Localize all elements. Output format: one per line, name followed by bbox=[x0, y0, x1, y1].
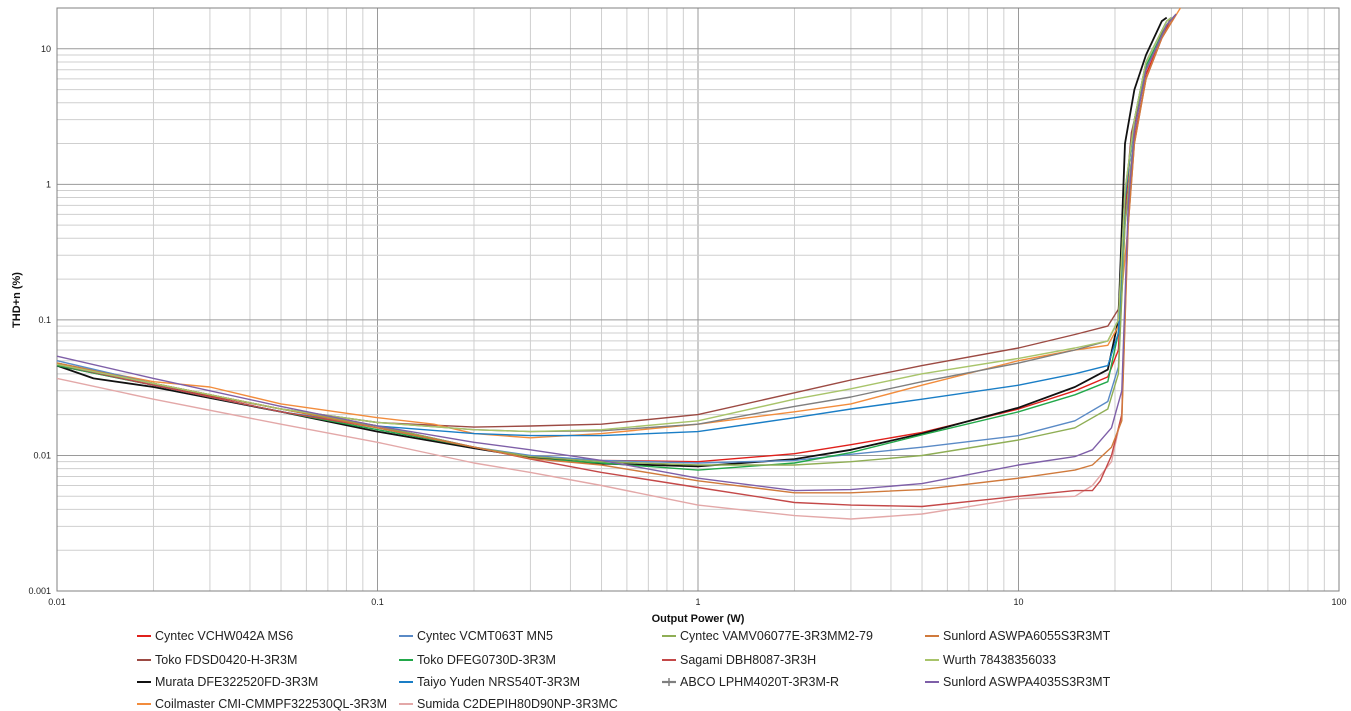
legend-label: Cyntec VCMT063T MN5 bbox=[417, 629, 553, 643]
series-lines bbox=[56, 7, 1181, 520]
legend-item: Taiyo Yuden NRS540T-3R3M bbox=[399, 675, 580, 689]
x-tick-label: 0.1 bbox=[371, 597, 384, 607]
y-tick-label: 0.1 bbox=[38, 315, 51, 325]
grid bbox=[56, 7, 1339, 592]
legend-label: Toko DFEG0730D-3R3M bbox=[417, 653, 556, 667]
legend-item: Wurth 78438356033 bbox=[925, 653, 1056, 667]
y-tick-label: 0.001 bbox=[28, 586, 51, 596]
legend-label: Sumida C2DEPIH80D90NP-3R3MC bbox=[417, 697, 618, 711]
legend-item: Toko DFEG0730D-3R3M bbox=[399, 653, 556, 667]
legend-item: Toko FDSD0420-H-3R3M bbox=[137, 653, 297, 667]
legend-label: Murata DFE322520FD-3R3M bbox=[155, 675, 318, 689]
legend-label: Sagami DBH8087-3R3H bbox=[680, 653, 816, 667]
legend-label: Wurth 78438356033 bbox=[943, 653, 1056, 667]
y-tick-label: 1 bbox=[46, 179, 51, 189]
series-line-4 bbox=[56, 7, 1181, 439]
series-line-12 bbox=[56, 13, 1177, 494]
legend-label: Cyntec VCHW042A MS6 bbox=[155, 629, 293, 643]
y-tick-label: 10 bbox=[41, 44, 51, 54]
series-line-13 bbox=[56, 17, 1172, 433]
x-tick-label: 1 bbox=[695, 597, 700, 607]
legend-label: ABCO LPHM4020T-3R3M-R bbox=[680, 675, 839, 689]
legend-label: Sunlord ASWPA4035S3R3MT bbox=[943, 675, 1111, 689]
x-tick-label: 0.01 bbox=[48, 597, 66, 607]
plot-area-border bbox=[56, 7, 1340, 592]
x-axis-title: Output Power (W) bbox=[652, 613, 745, 625]
legend-item: Cyntec VCMT063T MN5 bbox=[399, 629, 553, 643]
legend-item: ABCO LPHM4020T-3R3M-R bbox=[662, 675, 839, 689]
legend-item: Cyntec VCHW042A MS6 bbox=[137, 629, 293, 643]
legend-item: Cyntec VAMV06077E-3R3MM2-79 bbox=[662, 629, 873, 643]
legend: Cyntec VCHW042A MS6 Cyntec VCMT063T MN5 Cy… bbox=[137, 629, 1111, 711]
x-tick-label: 100 bbox=[1331, 597, 1346, 607]
legend-item: Sumida C2DEPIH80D90NP-3R3MC bbox=[399, 697, 618, 711]
y-tick-label: 0.01 bbox=[33, 450, 51, 460]
legend-label: Cyntec VAMV06077E-3R3MM2-79 bbox=[680, 629, 873, 643]
legend-item: Sunlord ASWPA4035S3R3MT bbox=[925, 675, 1111, 689]
legend-label: Sunlord ASWPA6055S3R3MT bbox=[943, 629, 1111, 643]
legend-label: Toko FDSD0420-H-3R3M bbox=[155, 653, 297, 667]
x-tick-label: 10 bbox=[1013, 597, 1023, 607]
legend-item: Sagami DBH8087-3R3H bbox=[662, 653, 816, 667]
series-line-14 bbox=[56, 13, 1177, 492]
legend-label: Coilmaster CMI-CMMPF322530QL-3R3M bbox=[155, 697, 387, 711]
legend-item: Murata DFE322520FD-3R3M bbox=[137, 675, 318, 689]
legend-label: Taiyo Yuden NRS540T-3R3M bbox=[417, 675, 580, 689]
legend-item: Coilmaster CMI-CMMPF322530QL-3R3M bbox=[137, 697, 387, 711]
legend-item: Sunlord ASWPA6055S3R3MT bbox=[925, 629, 1111, 643]
y-axis-title: THD+n (%) bbox=[11, 272, 23, 328]
